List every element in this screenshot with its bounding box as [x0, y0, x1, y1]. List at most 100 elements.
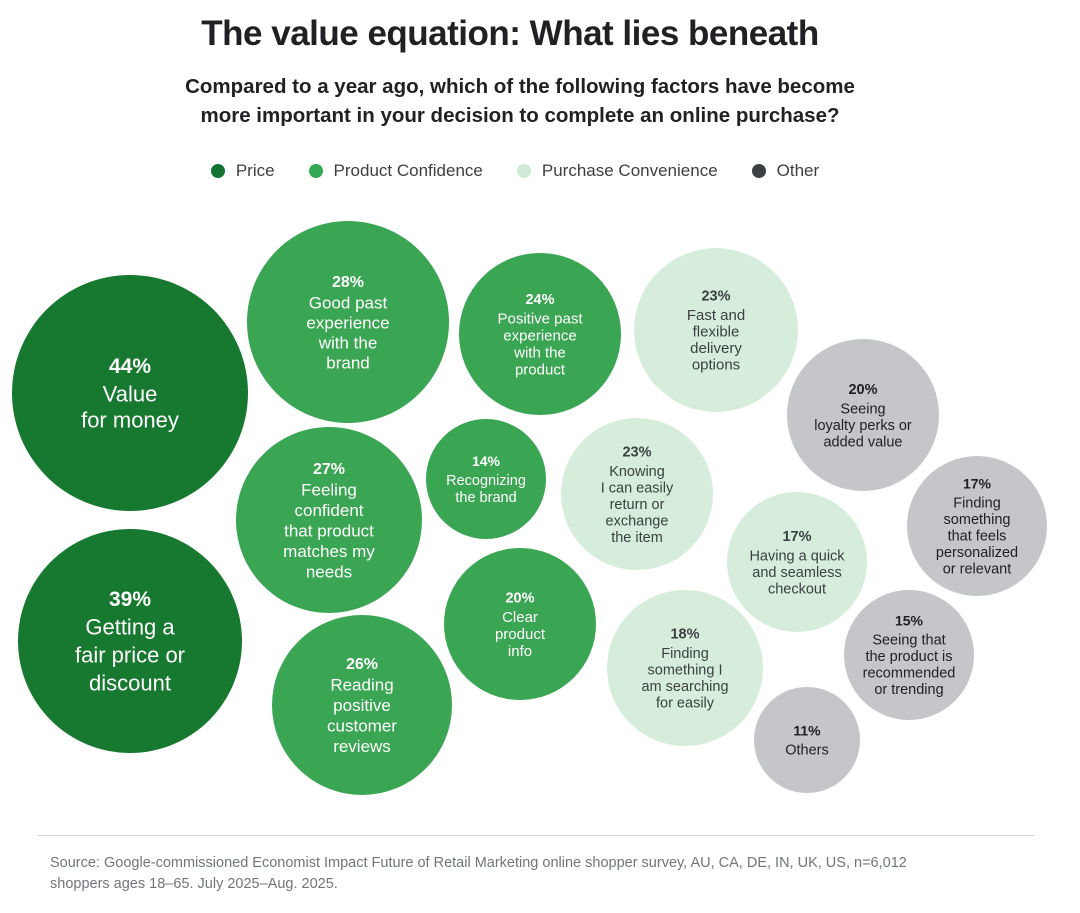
- bubble-getting-a-fair-price-or-discount-value: 39%: [109, 588, 151, 611]
- bubble-reading-positive-customer-reviews-label: Reading: [330, 676, 393, 695]
- legend: Price Product Confidence Purchase Conven…: [0, 161, 1030, 181]
- legend-item-purchase-convenience: Purchase Convenience: [516, 161, 718, 181]
- bubble-finding-something-that-feels-personalized-or-relevant-label: or relevant: [943, 561, 1012, 577]
- bubble-seeing-that-the-product-is-recommended-or-trending-value: 15%: [895, 613, 924, 629]
- bubble-knowing-i-can-easily-return-or-exchange-the-item-label: Knowing: [609, 464, 665, 480]
- bubble-getting-a-fair-price-or-discount: 39% Getting a fair price or discount: [18, 529, 242, 753]
- bubble-reading-positive-customer-reviews-circle: [272, 615, 452, 795]
- bubble-finding-something-i-am-searching-for-easily-label: for easily: [656, 696, 715, 712]
- bubble-positive-past-experience-with-the-product-label: experience: [503, 327, 576, 344]
- subtitle-line-1: Compared to a year ago, which of the fol…: [185, 75, 855, 98]
- bubble-feeling-confident-that-product-matches-my-needs-value: 27%: [313, 461, 345, 478]
- source-line-1: Source: Google-commissioned Economist Im…: [50, 855, 907, 871]
- bubble-seeing-that-the-product-is-recommended-or-trending-label: recommended: [863, 666, 956, 682]
- bubble-seeing-that-the-product-is-recommended-or-trending-circle: [844, 590, 974, 720]
- bubble-having-a-quick-and-seamless-checkout-label: Having a quick: [749, 548, 845, 564]
- bubble-having-a-quick-and-seamless-checkout-circle: [727, 492, 867, 632]
- bubble-feeling-confident-that-product-matches-my-needs-label: confident: [295, 501, 364, 520]
- bubble-feeling-confident-that-product-matches-my-needs-label: that product: [284, 521, 374, 540]
- bubble-finding-something-that-feels-personalized-or-relevant-label: personalized: [936, 545, 1018, 561]
- bubble-finding-something-i-am-searching-for-easily-label: am searching: [641, 679, 728, 695]
- footer-divider: [38, 835, 1034, 836]
- bubble-others-value: 11%: [793, 722, 821, 738]
- bubble-having-a-quick-and-seamless-checkout-label: and seamless: [752, 565, 841, 581]
- bubble-seeing-that-the-product-is-recommended-or-trending-label: or trending: [874, 682, 943, 698]
- bubble-reading-positive-customer-reviews-value: 26%: [346, 656, 378, 673]
- bubble-finding-something-that-feels-personalized-or-relevant-label: that feels: [948, 528, 1007, 544]
- bubble-feeling-confident-that-product-matches-my-needs-label: needs: [306, 562, 352, 581]
- bubble-feeling-confident-that-product-matches-my-needs-label: matches my: [283, 542, 375, 561]
- legend-label-other: Other: [776, 161, 820, 180]
- legend-label-product-confidence: Product Confidence: [333, 161, 483, 180]
- bubble-fast-and-flexible-delivery-options-label: delivery: [690, 340, 742, 357]
- bubble-value-for-money-value: 44%: [109, 355, 151, 378]
- bubble-good-past-experience-with-the-brand-label: brand: [326, 353, 369, 372]
- source-line-2: shoppers ages 18–65. July 2025–Aug. 2025…: [50, 876, 338, 892]
- bubble-getting-a-fair-price-or-discount-circle: [18, 529, 242, 753]
- bubble-knowing-i-can-easily-return-or-exchange-the-item-label: exchange: [606, 513, 669, 529]
- bubble-reading-positive-customer-reviews-label: positive: [333, 696, 391, 715]
- legend-swatch-purchase-convenience: [516, 164, 531, 178]
- bubble-reading-positive-customer-reviews-label: reviews: [333, 737, 391, 756]
- bubble-getting-a-fair-price-or-discount-label: fair price or: [75, 643, 185, 668]
- legend-label-price: Price: [235, 161, 275, 180]
- bubble-finding-something-i-am-searching-for-easily-circle: [607, 590, 763, 746]
- legend-swatch-price: [210, 164, 225, 178]
- bubble-finding-something-i-am-searching-for-easily-label: something I: [648, 663, 723, 679]
- bubble-finding-something-that-feels-personalized-or-relevant-value: 17%: [963, 475, 992, 491]
- bubble-value-for-money-circle: [12, 275, 248, 511]
- subtitle-line-2: more important in your decision to compl…: [200, 104, 840, 127]
- chart-subtitle: Compared to a year ago, which of the fol…: [120, 72, 920, 130]
- bubble-positive-past-experience-with-the-product-label: Positive past: [497, 310, 583, 327]
- bubble-finding-something-i-am-searching-for-easily-value: 18%: [670, 627, 699, 643]
- legend-item-other: Other: [751, 161, 820, 181]
- bubble-finding-something-that-feels-personalized-or-relevant-circle: [907, 456, 1047, 596]
- bubble-positive-past-experience-with-the-product-label: with the: [513, 344, 566, 361]
- bubble-fast-and-flexible-delivery-options-label: flexible: [693, 324, 740, 341]
- bubble-finding-something-that-feels-personalized-or-relevant-label: something: [944, 512, 1011, 528]
- bubble-having-a-quick-and-seamless-checkout-value: 17%: [782, 529, 811, 545]
- bubble-knowing-i-can-easily-return-or-exchange-the-item-label: return or: [610, 497, 665, 513]
- bubble-seeing-loyalty-perks-or-added-value-label: added value: [823, 434, 902, 450]
- bubble-good-past-experience-with-the-brand-value: 28%: [332, 274, 364, 291]
- bubble-getting-a-fair-price-or-discount-label: discount: [89, 671, 171, 696]
- bubble-clear-product-info-value: 20%: [505, 590, 534, 606]
- bubble-value-for-money-label: Value: [103, 382, 158, 407]
- bubble-others-label: Others: [785, 742, 829, 758]
- bubble-fast-and-flexible-delivery-options-label: options: [692, 357, 740, 374]
- bubble-clear-product-info-label: product: [495, 626, 546, 643]
- bubble-others: 11% Others: [754, 687, 860, 793]
- bubble-positive-past-experience-with-the-product-label: product: [515, 361, 566, 378]
- bubble-value-for-money-label: for money: [81, 408, 179, 433]
- bubble-knowing-i-can-easily-return-or-exchange-the-item-circle: [561, 418, 713, 570]
- bubble-recognizing-the-brand-label: Recognizing: [446, 473, 526, 489]
- bubble-clear-product-info-label: info: [508, 643, 532, 660]
- legend-label-purchase-convenience: Purchase Convenience: [541, 161, 718, 180]
- bubble-reading-positive-customer-reviews-label: customer: [327, 717, 397, 736]
- bubble-positive-past-experience-with-the-product-value: 24%: [525, 292, 554, 308]
- bubble-finding-something-i-am-searching-for-easily-label: Finding: [661, 646, 709, 662]
- bubble-seeing-loyalty-perks-or-added-value-label: Seeing: [840, 401, 885, 417]
- bubble-good-past-experience-with-the-brand-label: Good past: [309, 293, 388, 312]
- bubble-clear-product-info-label: Clear: [502, 609, 538, 626]
- chart-title: The value equation: What lies beneath: [201, 14, 819, 53]
- legend-swatch-product-confidence: [308, 164, 323, 178]
- bubble-knowing-i-can-easily-return-or-exchange-the-item-label: I can easily: [601, 480, 674, 496]
- bubble-good-past-experience-with-the-brand-label: experience: [306, 313, 389, 332]
- bubble-fast-and-flexible-delivery-options-circle: [634, 248, 798, 412]
- bubble-clear-product-info-circle: [444, 548, 596, 700]
